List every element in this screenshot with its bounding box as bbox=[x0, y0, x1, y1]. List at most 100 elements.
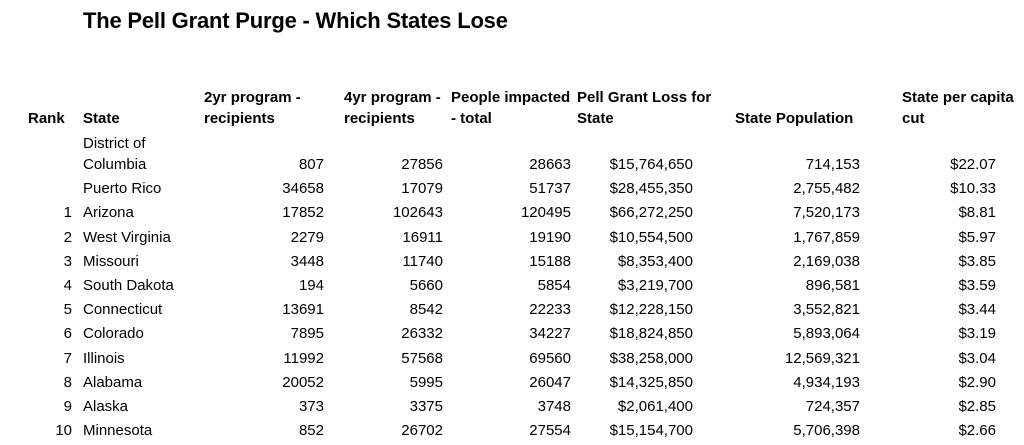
header-people: People impacted - total bbox=[451, 89, 571, 127]
cell-people: 51737 bbox=[529, 180, 571, 198]
header-4yr: 4yr program - recipients bbox=[344, 89, 441, 127]
cell-state: Missouri bbox=[83, 252, 139, 270]
cell-per-capita: $3.19 bbox=[958, 325, 996, 343]
cell-2yr: 7895 bbox=[290, 325, 324, 343]
cell-per-capita: $3.04 bbox=[958, 349, 996, 367]
table-row: 8 Alabama 20052 5995 26047 $14,325,850 4,934,1… bbox=[0, 369, 1024, 393]
cell-per-capita: $3.44 bbox=[958, 301, 996, 319]
cell-population: 5,706,398 bbox=[793, 422, 860, 440]
header-state: State bbox=[83, 110, 120, 127]
cell-4yr: 26332 bbox=[401, 325, 443, 343]
cell-loss: $8,353,400 bbox=[617, 252, 693, 270]
header-rank: Rank bbox=[28, 110, 65, 127]
cell-per-capita: $8.81 bbox=[958, 204, 996, 222]
cell-rank: 2 bbox=[63, 228, 72, 246]
cell-people: 27554 bbox=[529, 422, 571, 440]
cell-per-capita: $2.90 bbox=[958, 373, 996, 391]
cell-4yr: 27856 bbox=[401, 156, 443, 173]
cell-population: 5,893,064 bbox=[793, 325, 860, 343]
cell-rank: 7 bbox=[63, 349, 72, 367]
cell-people: 34227 bbox=[529, 325, 571, 343]
header-2yr: 2yr program - recipients bbox=[204, 89, 301, 127]
cell-loss: $18,824,850 bbox=[609, 325, 693, 343]
cell-state: Illinois bbox=[83, 349, 125, 367]
cell-rank: 9 bbox=[63, 397, 72, 415]
cell-per-capita: $22.07 bbox=[950, 156, 996, 173]
cell-loss: $14,325,850 bbox=[609, 373, 693, 391]
cell-per-capita: $10.33 bbox=[950, 180, 996, 198]
cell-state: Alabama bbox=[83, 373, 143, 391]
cell-loss: $15,154,700 bbox=[609, 422, 693, 440]
cell-people: 26047 bbox=[529, 373, 571, 391]
cell-rank: 6 bbox=[63, 325, 72, 343]
cell-people: 69560 bbox=[529, 349, 571, 367]
header-loss: Pell Grant Loss for State bbox=[577, 89, 712, 127]
table-row: 3 Missouri 3448 11740 15188 $8,353,400 2,169,0… bbox=[0, 248, 1024, 272]
cell-loss: $10,554,500 bbox=[609, 228, 693, 246]
header-row: Rank State 2yr program - recipients 4yr … bbox=[0, 62, 1024, 129]
table-row: 7 Illinois 11992 57568 69560 $38,258,000 12,56… bbox=[0, 344, 1024, 368]
cell-loss: $12,228,150 bbox=[609, 301, 693, 319]
table-row: 6 Colorado 7895 26332 34227 $18,824,850 5,893,… bbox=[0, 320, 1024, 344]
cell-population: 7,520,173 bbox=[793, 204, 860, 222]
table-row: 4 South Dakota 194 5660 5854 $3,219,700 896,58… bbox=[0, 272, 1024, 296]
cell-4yr: 5660 bbox=[409, 276, 443, 294]
cell-2yr: 373 bbox=[298, 397, 324, 415]
cell-2yr: 852 bbox=[298, 422, 324, 440]
cell-rank bbox=[0, 175, 78, 199]
cell-4yr: 8542 bbox=[409, 301, 443, 319]
cell-4yr: 16911 bbox=[402, 228, 443, 246]
cell-2yr: 17852 bbox=[282, 204, 324, 222]
cell-people: 3748 bbox=[537, 397, 571, 415]
cell-state: Alaska bbox=[83, 397, 129, 415]
cell-people: 5854 bbox=[537, 276, 571, 294]
cell-rank: 1 bbox=[63, 204, 72, 222]
cell-state: District of Columbia bbox=[83, 135, 147, 173]
cell-2yr: 807 bbox=[298, 156, 324, 173]
cell-population: 896,581 bbox=[805, 276, 860, 294]
cell-2yr: 13691 bbox=[282, 301, 324, 319]
cell-loss: $3,219,700 bbox=[617, 276, 693, 294]
cell-4yr: 5995 bbox=[409, 373, 443, 391]
table-row: Puerto Rico 34658 17079 51737 $28,455,350 2,7… bbox=[0, 175, 1024, 199]
cell-4yr: 3375 bbox=[409, 397, 443, 415]
cell-state: South Dakota bbox=[83, 276, 174, 294]
cell-4yr: 17079 bbox=[401, 180, 443, 198]
sheet-title: The Pell Grant Purge - Which States Lose bbox=[83, 8, 508, 33]
cell-4yr: 26702 bbox=[401, 422, 443, 440]
header-population: State Population bbox=[735, 110, 854, 127]
cell-rank bbox=[0, 129, 78, 175]
cell-rank: 4 bbox=[63, 276, 72, 294]
table-row: 2 West Virginia 2279 16911 19190 $10,554,500 1… bbox=[0, 223, 1024, 247]
table-body: District of Columbia 807 27856 28663 $15,764… bbox=[0, 129, 1024, 441]
cell-population: 724,357 bbox=[805, 397, 860, 415]
cell-4yr: 57568 bbox=[401, 349, 443, 367]
cell-loss: $15,764,650 bbox=[609, 156, 693, 173]
pell-grant-table: Rank State 2yr program - recipients 4yr … bbox=[0, 62, 1024, 441]
cell-loss: $28,455,350 bbox=[609, 180, 693, 198]
cell-2yr: 2279 bbox=[290, 228, 324, 246]
cell-state: Arizona bbox=[83, 204, 134, 222]
cell-state: Puerto Rico bbox=[83, 180, 162, 198]
cell-state: Minnesota bbox=[83, 422, 153, 440]
cell-population: 714,153 bbox=[805, 156, 860, 173]
cell-state: Colorado bbox=[83, 325, 144, 343]
header-per-capita: State per capita cut bbox=[902, 89, 1014, 127]
cell-per-capita: $2.85 bbox=[958, 397, 996, 415]
cell-4yr: 11740 bbox=[402, 252, 443, 270]
cell-people: 120495 bbox=[520, 204, 571, 222]
table-row: 9 Alaska 373 3375 3748 $2,061,400 724,357 $2.85 bbox=[0, 393, 1024, 417]
cell-2yr: 20052 bbox=[282, 373, 324, 391]
table-row: 10 Minnesota 852 26702 27554 $15,154,700 5,706… bbox=[0, 417, 1024, 441]
table-row: 1 Arizona 17852 102643 120495 $66,272,250 7,52… bbox=[0, 199, 1024, 223]
cell-loss: $2,061,400 bbox=[617, 397, 693, 415]
cell-per-capita: $2.66 bbox=[958, 422, 996, 440]
cell-population: 12,569,321 bbox=[784, 349, 860, 367]
table-row: 5 Connecticut 13691 8542 22233 $12,228,150 3,5… bbox=[0, 296, 1024, 320]
cell-2yr: 194 bbox=[298, 276, 324, 294]
cell-people: 22233 bbox=[529, 301, 571, 319]
cell-per-capita: $3.85 bbox=[958, 252, 996, 270]
cell-rank: 3 bbox=[63, 252, 72, 270]
cell-population: 2,169,038 bbox=[793, 252, 860, 270]
cell-per-capita: $3.59 bbox=[958, 276, 996, 294]
